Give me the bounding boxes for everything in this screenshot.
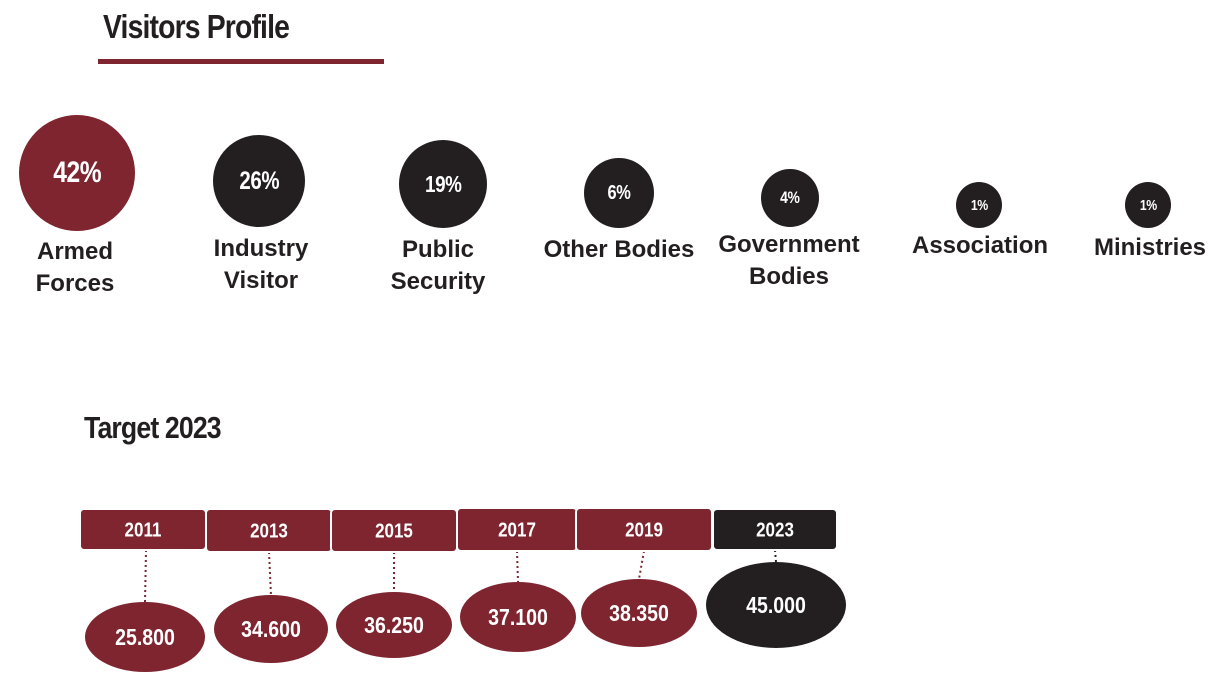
visitors-profile-title: Visitors Profile bbox=[103, 8, 290, 45]
bubble-label-government-bodies: Government Bodies bbox=[718, 231, 860, 290]
value-label-2011: 25.800 bbox=[115, 625, 175, 651]
value-bubble-2023 bbox=[706, 562, 846, 648]
connector-2013 bbox=[268, 551, 272, 596]
value-label-2019: 38.350 bbox=[609, 601, 669, 627]
bubble-ministries: 1% bbox=[1125, 182, 1171, 228]
bubble-public-security: 19% bbox=[399, 140, 487, 228]
connector-2011 bbox=[144, 549, 147, 603]
bubble-label-ministries: Ministries bbox=[1093, 234, 1207, 261]
bubble-value: 4% bbox=[780, 188, 800, 207]
connector-2017 bbox=[516, 550, 519, 583]
bubble-label-armed-forces: Armed Forces bbox=[35, 238, 115, 297]
value-label-2023: 45.000 bbox=[746, 593, 806, 619]
bubble-armed-forces: 42% bbox=[19, 115, 135, 231]
value-label-2013: 34.600 bbox=[241, 617, 301, 643]
bubble-label-industry-visitor: Industry Visitor bbox=[213, 235, 309, 294]
year-label-2019: 2019 bbox=[625, 518, 663, 541]
bubble-value: 6% bbox=[607, 181, 631, 204]
bubble-value: 42% bbox=[52, 156, 101, 189]
bubble-government-bodies: 4% bbox=[761, 169, 819, 227]
year-label-2011: 2011 bbox=[125, 518, 162, 541]
bubble-industry-visitor: 26% bbox=[213, 135, 305, 227]
bubble-label-association: Association bbox=[911, 232, 1049, 259]
year-label-2013: 2013 bbox=[250, 519, 288, 542]
bubble-other-bodies: 6% bbox=[584, 158, 654, 228]
value-bubble-2011 bbox=[85, 602, 205, 672]
value-bubble-2019 bbox=[581, 579, 697, 647]
value-label-2017: 37.100 bbox=[488, 605, 548, 631]
connector-2023 bbox=[774, 549, 777, 563]
bubble-label-other-bodies: Other Bodies bbox=[543, 236, 695, 263]
year-label-2017: 2017 bbox=[498, 518, 536, 541]
title-underline bbox=[98, 59, 384, 64]
bubble-value: 26% bbox=[239, 166, 279, 195]
bubble-value: 1% bbox=[1139, 196, 1157, 214]
value-bubble-2015 bbox=[336, 592, 452, 658]
value-bubble-2017 bbox=[460, 582, 576, 652]
year-label-2023: 2023 bbox=[756, 518, 794, 541]
bubble-value: 1% bbox=[970, 196, 988, 214]
bubble-value: 19% bbox=[424, 170, 462, 197]
year-label-2015: 2015 bbox=[375, 519, 413, 542]
value-bubble-2013 bbox=[214, 595, 328, 663]
bubble-label-public-security: Public Security bbox=[390, 236, 486, 295]
bubble-association: 1% bbox=[956, 182, 1002, 228]
target-title: Target 2023 bbox=[84, 410, 222, 445]
year-bar-2023 bbox=[712, 508, 838, 551]
value-label-2015: 36.250 bbox=[364, 613, 424, 639]
connector-2019 bbox=[638, 550, 645, 580]
